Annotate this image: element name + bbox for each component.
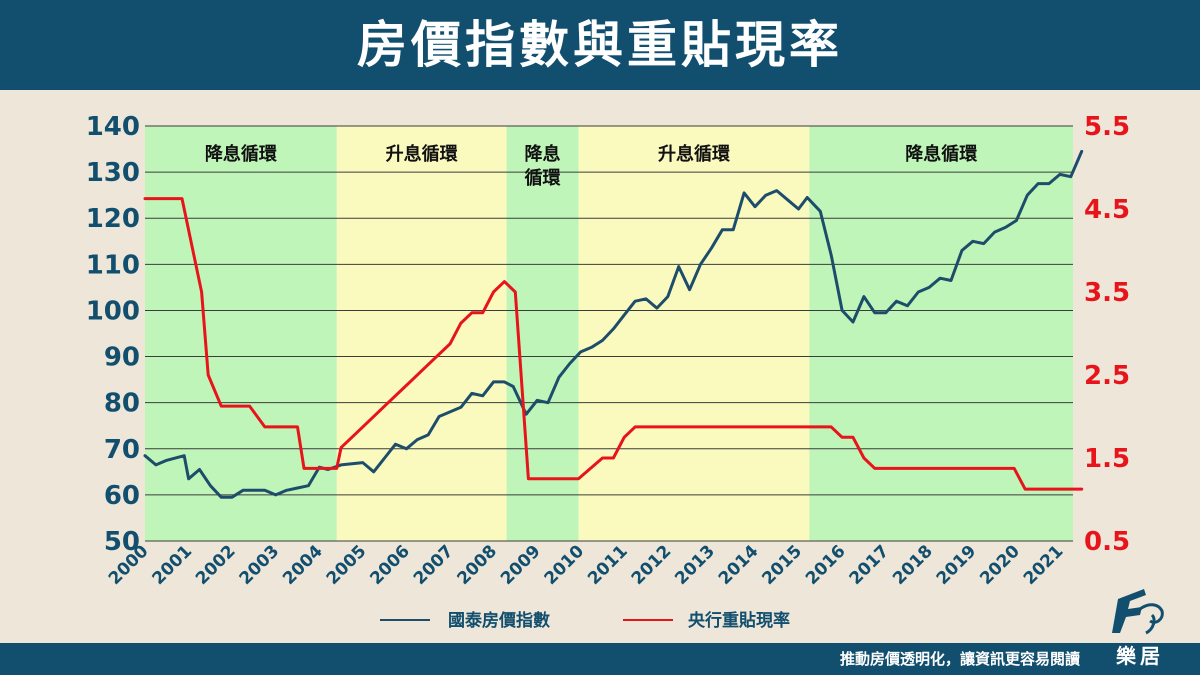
phase-band xyxy=(145,126,337,541)
footer-slogan: 推動房價透明化，讓資訊更容易閱讀 xyxy=(839,650,1080,668)
x-tick-label: 2020 xyxy=(976,541,1024,589)
x-tick-label: 2011 xyxy=(584,541,632,589)
phase-label: 升息循環 xyxy=(386,143,459,165)
x-tick-label: 2001 xyxy=(148,541,196,589)
y-right-tick-label: 2.5 xyxy=(1084,361,1130,391)
brand-name: 樂居 xyxy=(1116,644,1164,668)
phase-bands xyxy=(145,126,1073,541)
x-tick-label: 2017 xyxy=(846,541,894,589)
y-left-tick-label: 120 xyxy=(86,204,140,234)
y-left-tick-label: 140 xyxy=(86,112,140,142)
discount-rate-line xyxy=(143,197,1084,491)
page-title: 房價指數與重貼現率 xyxy=(357,16,843,74)
y-right-tick-label: 4.5 xyxy=(1084,195,1130,225)
phase-label: 降息循環 xyxy=(905,143,978,165)
x-tick-label: 2016 xyxy=(802,541,850,589)
x-tick-label: 2010 xyxy=(541,541,589,589)
house-price-index-line xyxy=(143,149,1084,499)
y-left-tick-label: 130 xyxy=(86,158,140,188)
phase-band xyxy=(336,126,507,541)
y-left-tick-label: 110 xyxy=(86,250,140,280)
y-left-tick-label: 100 xyxy=(86,296,140,326)
x-tick-label: 2008 xyxy=(453,541,501,589)
x-tick-label: 2019 xyxy=(933,541,981,589)
gridlines xyxy=(145,125,1073,542)
y-left-tick-label: 70 xyxy=(104,435,140,465)
x-tick-label: 2003 xyxy=(236,541,284,589)
y-left-tick-label: 60 xyxy=(104,481,140,511)
phase-label: 降息循環 xyxy=(205,143,278,165)
phase-band xyxy=(578,126,810,541)
phase-label: 降息 xyxy=(525,143,561,165)
x-tick-label: 2006 xyxy=(366,541,414,589)
series-lines xyxy=(143,149,1084,499)
x-tick-label: 2018 xyxy=(889,541,937,589)
x-tick-label: 2004 xyxy=(279,541,327,589)
x-tick-label: 2002 xyxy=(192,541,240,589)
phase-labels: 降息循環 升息循環 降息循環 升息循環 降息循環 xyxy=(205,143,978,189)
x-tick-label: 2005 xyxy=(323,541,371,589)
phase-label: 升息循環 xyxy=(658,143,731,165)
title-bar xyxy=(0,0,1200,90)
x-axis-ticks: 2000200120022003200420052006200720082009… xyxy=(105,541,1068,589)
phase-label: 循環 xyxy=(525,167,562,189)
x-tick-label: 2013 xyxy=(671,541,719,589)
brand-logo-icon xyxy=(1112,589,1164,635)
footer-bar xyxy=(0,643,1200,675)
y-right-tick-label: 5.5 xyxy=(1084,112,1130,142)
x-tick-label: 2021 xyxy=(1020,541,1068,589)
x-tick-label: 2007 xyxy=(410,541,458,589)
y-right-tick-label: 1.5 xyxy=(1084,444,1130,474)
chart: 降息循環 升息循環 降息循環 升息循環 降息循環 140 130 120 110 100 90 80… xyxy=(86,112,1130,631)
y-left-tick-label: 90 xyxy=(104,343,140,373)
x-tick-label: 2012 xyxy=(628,541,676,589)
legend-label: 央行重貼現率 xyxy=(688,610,790,631)
x-tick-label: 2014 xyxy=(715,541,763,589)
legend: 國泰房價指數 央行重貼現率 xyxy=(380,610,790,631)
y-right-tick-label: 3.5 xyxy=(1084,278,1130,308)
left-axis-ticks: 140 130 120 110 100 90 80 70 60 50 xyxy=(86,112,140,557)
legend-label: 國泰房價指數 xyxy=(448,610,550,631)
x-tick-label: 2009 xyxy=(497,541,545,589)
right-axis-ticks: 5.5 4.5 3.5 2.5 1.5 0.5 xyxy=(1084,112,1130,557)
y-left-tick-label: 80 xyxy=(104,389,140,419)
y-right-tick-label: 0.5 xyxy=(1084,527,1130,557)
y-left-tick-label: 50 xyxy=(104,527,140,557)
x-tick-label: 2015 xyxy=(758,541,806,589)
